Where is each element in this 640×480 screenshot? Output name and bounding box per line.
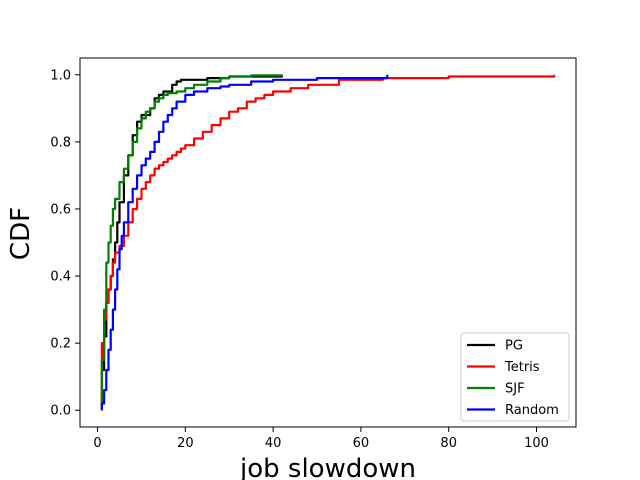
series-line-random	[100, 74, 389, 411]
series-layer	[100, 74, 556, 411]
legend-box	[460, 332, 570, 422]
x-tick-label: 40	[265, 436, 282, 451]
y-tick-label: 0.6	[50, 202, 71, 217]
y-axis-title: CDF	[6, 207, 36, 260]
legend: PG Tetris SJF Random	[460, 332, 570, 422]
plot-frame	[79, 57, 577, 428]
x-axis-title: job slowdown	[239, 454, 416, 480]
y-tick-label: 0.0	[50, 404, 71, 419]
series-line-sjf	[100, 74, 283, 411]
series-line-pg	[100, 74, 283, 411]
x-tick-label: 60	[353, 436, 370, 451]
x-tick-label: 20	[177, 436, 194, 451]
legend-label-random: Random	[505, 403, 559, 418]
legend-label-pg: PG	[505, 339, 523, 354]
y-tick-label: 1.0	[50, 68, 71, 83]
y-tick-label: 0.2	[50, 337, 71, 352]
x-tick-label: 80	[440, 436, 457, 451]
x-tick-label: 100	[524, 436, 549, 451]
ticks-layer: 0 20 40 60 80 100 0.0 0.2 0.4 0.6 0.8 1.0	[50, 68, 549, 451]
y-tick-label: 0.8	[50, 135, 71, 150]
series-line-tetris	[100, 74, 556, 411]
y-tick-label: 0.4	[50, 270, 71, 285]
legend-label-tetris: Tetris	[504, 360, 540, 375]
legend-label-sjf: SJF	[505, 382, 525, 397]
x-tick-label: 0	[93, 436, 101, 451]
